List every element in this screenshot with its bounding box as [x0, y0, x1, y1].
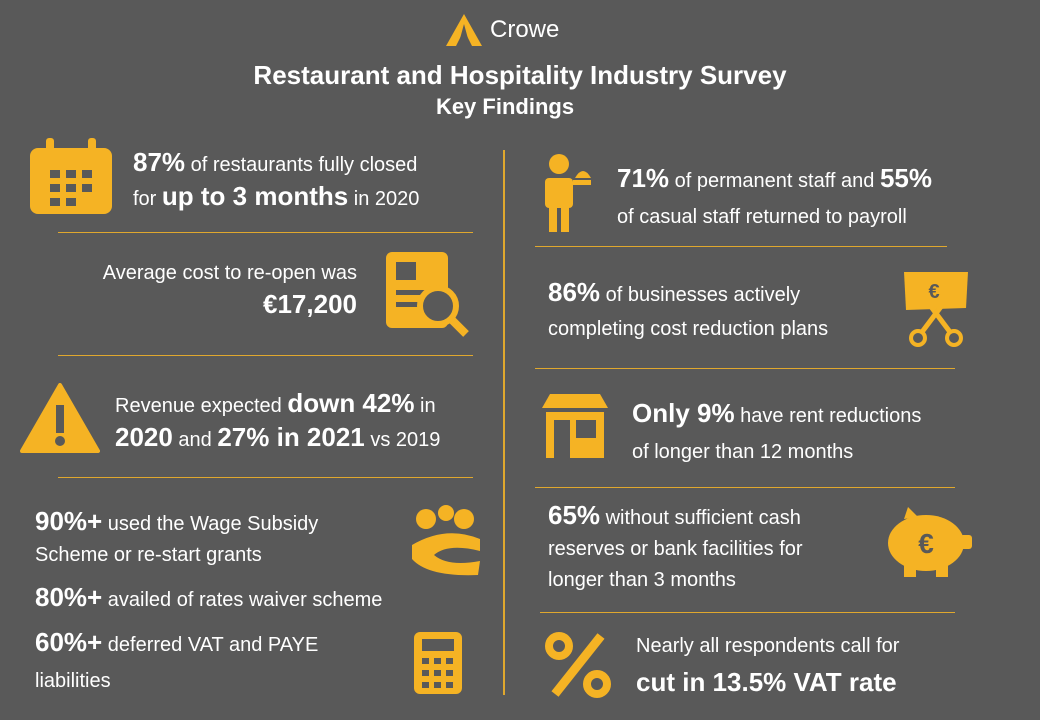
text-line: Average cost to re-open was	[103, 258, 357, 289]
text-line: 90%+ used the Wage Subsidy	[35, 506, 318, 540]
text: Revenue expected	[115, 395, 288, 417]
rule	[535, 368, 955, 369]
text-line: for up to 3 months in 2020	[133, 181, 419, 215]
rule	[540, 612, 955, 613]
finding: Revenue expected down 42% in 2020 and 27%…	[115, 388, 440, 456]
highlight: 65%	[548, 500, 601, 530]
rule	[58, 232, 473, 233]
logo-mark	[446, 14, 482, 46]
highlight: cut in 13.5% VAT rate	[636, 667, 897, 697]
text-line: cut in 13.5% VAT rate	[636, 664, 899, 703]
hand-coins-icon	[412, 505, 480, 576]
text-line: 86% of businesses actively	[548, 275, 828, 312]
text-line: of casual staff returned to payroll	[617, 199, 932, 235]
highlight: 86%	[548, 277, 601, 307]
text: completing cost reduction plans	[548, 318, 829, 340]
text-line: 65% without sufficient cash	[548, 500, 803, 534]
highlight: 60%+	[35, 627, 103, 657]
text: of permanent staff and	[669, 170, 880, 192]
text: of longer than 12 months	[632, 441, 854, 463]
text: of casual staff returned to payroll	[617, 206, 907, 228]
text-line: €17,200	[103, 289, 357, 323]
text-line: 80%+ availed of rates waiver scheme	[35, 582, 382, 616]
text: vs 2019	[364, 429, 441, 451]
svg-text:€: €	[928, 281, 939, 303]
text: in	[414, 395, 436, 417]
finding: Only 9% have rent reductions of longer th…	[632, 395, 921, 470]
text-line: 2020 and 27% in 2021 vs 2019	[115, 422, 440, 456]
divider	[503, 150, 505, 695]
text-line: 87% of restaurants fully closed	[133, 147, 419, 181]
text: in 2020	[348, 188, 420, 210]
invoice-icon	[386, 252, 469, 337]
text: Average cost to re-open was	[102, 262, 357, 284]
text: used the Wage Subsidy	[102, 513, 319, 535]
text-line: Revenue expected down 42% in	[115, 388, 440, 422]
percent-icon	[545, 632, 611, 698]
highlight: down 42%	[287, 388, 415, 418]
calculator-icon	[414, 632, 462, 694]
text-line: liabilities	[35, 663, 318, 699]
highlight: 90%+	[35, 506, 103, 536]
finding: 86% of businesses actively completing cos…	[548, 275, 828, 346]
waiter-icon	[545, 154, 591, 232]
text: Scheme or re-start grants	[35, 544, 262, 566]
svg-text:€: €	[918, 528, 934, 559]
shop-icon	[542, 394, 608, 458]
text: and	[172, 429, 218, 451]
highlight: 87%	[133, 147, 186, 177]
title: Restaurant and Hospitality Industry Surv…	[253, 60, 787, 90]
piggy-bank-icon: €	[888, 507, 972, 577]
text-line: completing cost reduction plans	[548, 312, 828, 346]
text: for	[133, 188, 162, 210]
text: Nearly all respondents call for	[636, 635, 900, 657]
text-line: Nearly all respondents call for	[636, 628, 899, 664]
highlight: €17,200	[263, 289, 357, 319]
calendar-icon	[30, 138, 112, 214]
text: of restaurants fully closed	[185, 154, 418, 176]
text: availed of rates waiver scheme	[102, 589, 383, 611]
highlight: Only 9%	[632, 398, 735, 428]
highlight: up to 3 months	[161, 181, 349, 211]
text: of businesses actively	[600, 284, 801, 306]
highlight: 2020	[115, 422, 173, 452]
text: reserves or bank facilities for	[548, 538, 803, 560]
text-line: of longer than 12 months	[632, 434, 921, 470]
text-line: longer than 3 months	[548, 565, 803, 596]
rule	[58, 477, 473, 478]
scissors-icon: €	[904, 272, 968, 347]
highlight: 71%	[617, 163, 670, 193]
rule	[535, 487, 955, 488]
text-line: 71% of permanent staff and 55%	[617, 160, 932, 199]
finding: 90%+ used the Wage Subsidy Scheme or re-s…	[35, 506, 318, 571]
text: without sufficient cash	[600, 507, 801, 529]
finding: Average cost to re-open was €17,200	[103, 258, 357, 323]
highlight: 27% in 2021	[217, 422, 365, 452]
finding: 60%+ deferred VAT and PAYE liabilities	[35, 624, 318, 699]
finding: 71% of permanent staff and 55% of casual …	[617, 160, 932, 235]
finding: 65% without sufficient cash reserves or b…	[548, 500, 803, 596]
highlight: 80%+	[35, 582, 103, 612]
text: deferred VAT and PAYE	[102, 634, 319, 656]
text-line: 60%+ deferred VAT and PAYE	[35, 624, 318, 663]
highlight: 55%	[879, 163, 932, 193]
text: liabilities	[35, 670, 111, 692]
finding: Nearly all respondents call for cut in 13…	[636, 628, 899, 703]
rule	[535, 246, 947, 247]
finding: 80%+ availed of rates waiver scheme	[35, 582, 382, 616]
warning-icon	[20, 383, 100, 453]
subtitle: Key Findings	[435, 94, 575, 119]
text-line: Only 9% have rent reductions	[632, 395, 921, 434]
finding: 87% of restaurants fully closed for up to…	[133, 147, 419, 215]
text: have rent reductions	[734, 405, 922, 427]
rule	[58, 355, 473, 356]
text-line: Scheme or re-start grants	[35, 540, 318, 571]
text-line: reserves or bank facilities for	[548, 534, 803, 565]
logo: Crowe	[490, 16, 560, 43]
text: longer than 3 months	[548, 569, 736, 591]
